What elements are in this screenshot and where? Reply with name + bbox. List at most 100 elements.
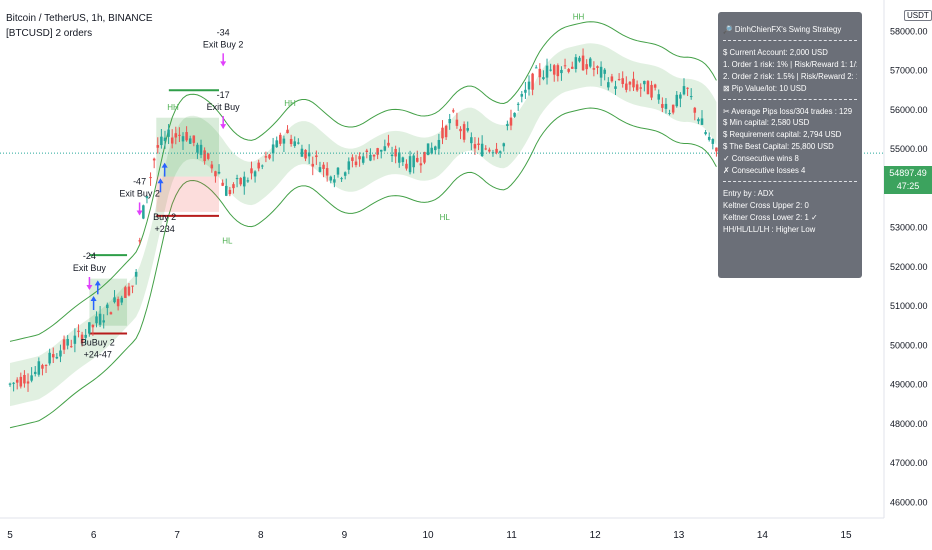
panel-line: $ Requirement capital: 2,794 USD <box>723 130 842 140</box>
candle-body <box>318 167 322 172</box>
candle-body <box>279 134 282 144</box>
panel-line: ✗ Consecutive losses 4 <box>723 166 806 176</box>
panel-line: Keltner Cross Lower 2: 1 ✓ <box>723 212 818 222</box>
trade-sublabel: Exit Buy 2 <box>203 39 244 49</box>
candle-body <box>300 148 304 157</box>
buy-arrow-head <box>94 280 101 286</box>
candle-body <box>516 103 520 105</box>
panel-line: $ The Best Capital: 25,800 USD <box>723 142 834 152</box>
panel-line: $ Min capital: 2,580 USD <box>723 118 810 128</box>
candle-body <box>502 143 506 147</box>
panel-line: HH/HL/LL/LH : Higher Low <box>723 224 816 234</box>
candle-body <box>221 182 224 186</box>
candle-body <box>570 66 574 69</box>
candle-body <box>325 168 329 176</box>
candle-body <box>311 163 315 167</box>
candle-body <box>23 374 26 384</box>
candle-body <box>120 297 123 303</box>
candle-body <box>196 144 199 153</box>
candle-body <box>379 149 383 152</box>
candle-body <box>596 66 599 68</box>
candle-body <box>98 313 102 325</box>
candle-body <box>653 84 657 88</box>
exit-arrow-head <box>220 61 227 67</box>
annotations: -24 Exit Buy BuBuy 2 +24-47 -47 Exit Buy 2 Buy… <box>0 13 884 359</box>
panel-line: ⊠ Pip Value/lot: 10 USD <box>723 83 807 93</box>
candle-body <box>347 161 351 170</box>
candle-body <box>444 125 448 138</box>
candle-body <box>448 119 451 124</box>
candle-body <box>682 86 686 95</box>
candle-body <box>610 76 614 82</box>
y-tick-label: 56000.00 <box>890 105 928 115</box>
candle-body <box>679 94 682 99</box>
candle-body <box>372 154 376 157</box>
candle-body <box>33 371 37 374</box>
candle-body <box>466 128 469 131</box>
candle-body <box>646 81 650 95</box>
y-tick-label: 46000.00 <box>890 497 928 507</box>
candle-body <box>293 141 296 146</box>
keltner-lower-line <box>9 107 717 429</box>
candle-body <box>657 94 661 100</box>
candle-body <box>12 382 15 384</box>
candle-body <box>232 184 235 189</box>
candle-body <box>614 86 617 89</box>
candle-body <box>19 376 23 387</box>
candle-body <box>297 142 300 144</box>
x-tick-label: 8 <box>258 530 264 541</box>
divider <box>723 180 857 188</box>
candle-body <box>567 69 570 72</box>
candle-body <box>106 304 109 309</box>
candle-body <box>304 149 307 159</box>
candle-body <box>124 287 127 298</box>
currency-label[interactable]: USDT <box>904 10 932 21</box>
candle-body <box>322 164 325 169</box>
candle-body <box>603 69 606 74</box>
panel-title: 🔎 DinhChienFX's Swing Strategy <box>723 25 842 34</box>
candle-body <box>520 94 524 97</box>
candle-body <box>545 65 549 78</box>
candle-body <box>48 352 51 364</box>
trade-sublabel: Exit Buy <box>207 102 241 112</box>
candle-body <box>351 157 354 161</box>
trade-zone <box>156 117 219 177</box>
candle-body <box>470 137 473 144</box>
candle-body <box>185 132 188 141</box>
candle-body <box>131 285 134 287</box>
candle-body <box>214 171 217 177</box>
trade-label: BuBuy 2 <box>81 337 115 347</box>
candle-body <box>203 150 206 162</box>
candle-body <box>224 185 228 196</box>
candle-body <box>538 68 542 78</box>
candle-body <box>405 163 408 169</box>
panel-line: ✓ Consecutive wins 8 <box>723 154 799 164</box>
candle-body <box>113 297 116 303</box>
x-tick-label: 9 <box>342 530 348 541</box>
x-tick-label: 5 <box>7 530 13 541</box>
candle-body <box>8 383 12 385</box>
candle-body <box>430 147 433 154</box>
trade-label: -47 <box>133 176 146 186</box>
candle-body <box>707 136 711 140</box>
candle-body <box>697 119 700 122</box>
candle-body <box>282 138 286 144</box>
swing-label: HH <box>573 13 585 22</box>
candle-body <box>41 365 44 369</box>
trade-sublabel: Exit Buy 2 <box>119 188 160 198</box>
panel-line: 1. Order 1 risk: 1% | Risk/Reward 1: 1/1… <box>723 59 857 69</box>
candle-body <box>599 66 603 78</box>
keltner-bands <box>9 21 717 429</box>
swing-label: HH <box>284 99 296 108</box>
candle-body <box>275 140 278 148</box>
candle-body <box>145 196 149 199</box>
candle-body <box>109 312 113 315</box>
candle-body <box>188 138 192 144</box>
candle-body <box>462 124 466 140</box>
candle-body <box>217 171 221 174</box>
candle-body <box>686 87 689 89</box>
swing-label: HH <box>167 103 179 112</box>
candle-body <box>181 136 185 142</box>
candle-body <box>51 354 55 358</box>
